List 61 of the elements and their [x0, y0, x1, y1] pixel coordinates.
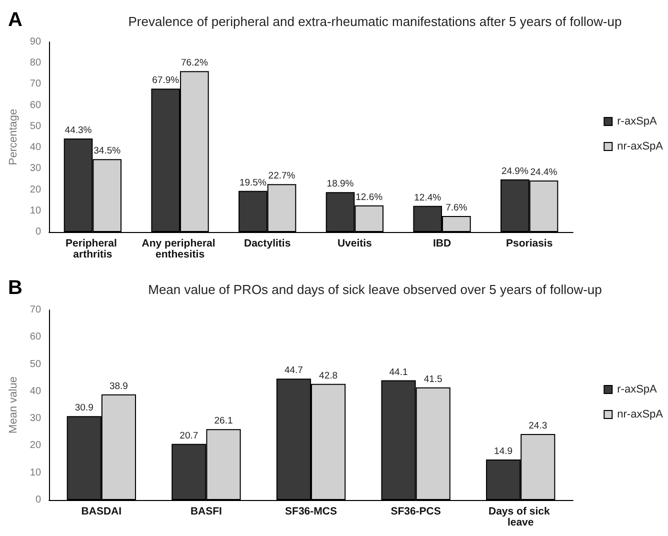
y-tick-label: 40: [30, 386, 42, 397]
data-label: 76.2%: [180, 58, 208, 69]
legend-label: r-axSpA: [617, 116, 658, 128]
x-tick-label: Psoriasis: [506, 238, 553, 250]
data-label: 38.9: [109, 380, 128, 392]
x-tick-label: Days of sick leave: [488, 506, 553, 528]
y-tick-label: 20: [30, 184, 42, 196]
text: A: [8, 9, 22, 31]
data-label: 44.1: [389, 366, 408, 378]
y-tick-label: 70: [30, 78, 42, 90]
y-tick-label: 60: [30, 100, 42, 111]
data-label: 18.9%: [326, 178, 354, 190]
data-label: 34.5%: [94, 146, 122, 157]
data-label: 12.6%: [356, 192, 384, 203]
x-tick-label: SF36-MCS: [285, 506, 337, 518]
y-tick-label: 0: [35, 494, 42, 506]
y-tick-label: 30: [30, 163, 42, 174]
data-label: 30.9: [74, 402, 94, 414]
text: B: [8, 277, 22, 299]
y-tick-label: 80: [30, 58, 42, 69]
y-tick-label: 20: [30, 440, 42, 452]
x-tick-label: Uveitis: [337, 238, 372, 250]
legend-label: nr-axSpA: [617, 408, 664, 420]
x-tick-label: BASFI: [190, 506, 222, 518]
chart-title: Mean value of PROs and days of sick leave observed over 5 years of follow-up: [148, 282, 602, 297]
x-tick-label: Dactylitis: [244, 238, 291, 250]
y-tick-label: 70: [30, 304, 42, 316]
legend-label: r-axSpA: [617, 384, 658, 396]
data-label: 12.4%: [414, 192, 442, 204]
x-tick-label: IBD: [432, 238, 452, 250]
x-tick-label: BASDAI: [81, 506, 122, 518]
data-label: 7.6%: [446, 202, 468, 214]
y-tick-label: 60: [30, 332, 42, 343]
legend-label: nr-axSpA: [617, 140, 664, 152]
y-tick-label: 50: [30, 358, 42, 370]
data-label: 14.9: [494, 446, 513, 458]
data-label: 24.9%: [501, 166, 529, 177]
data-label: 22.7%: [268, 170, 296, 182]
y-tick-label: 30: [30, 413, 42, 424]
x-tick-label: Any peripheral enthesitis: [142, 238, 218, 260]
data-label: 44.3%: [64, 124, 92, 136]
data-label: 42.8: [319, 370, 338, 382]
data-label: 41.5: [424, 374, 442, 385]
y-tick-label: 10: [30, 205, 42, 216]
y-tick-label: 90: [30, 36, 42, 48]
x-tick-label: Peripheral arthritis: [66, 238, 120, 260]
data-label: 20.7: [180, 430, 198, 442]
data-label: 26.1: [214, 416, 233, 427]
data-label: 24.4%: [530, 166, 558, 178]
data-label: 67.9%: [152, 75, 180, 86]
y-tick-label: 10: [30, 467, 42, 478]
y-axis-title: Percentage: [8, 108, 20, 166]
y-tick-label: 50: [30, 120, 42, 132]
data-label: 44.7: [284, 365, 303, 376]
y-tick-label: 0: [35, 226, 42, 238]
data-label: 19.5%: [239, 177, 267, 188]
y-tick-label: 40: [30, 142, 42, 154]
y-axis-title: Mean value: [8, 376, 20, 434]
chart-title: Prevalence of peripheral and extra-rheumatic manifestations after 5 years of follow-up: [128, 14, 622, 29]
data-label: 24.3: [528, 420, 548, 432]
x-tick-label: SF36-PCS: [390, 506, 441, 518]
